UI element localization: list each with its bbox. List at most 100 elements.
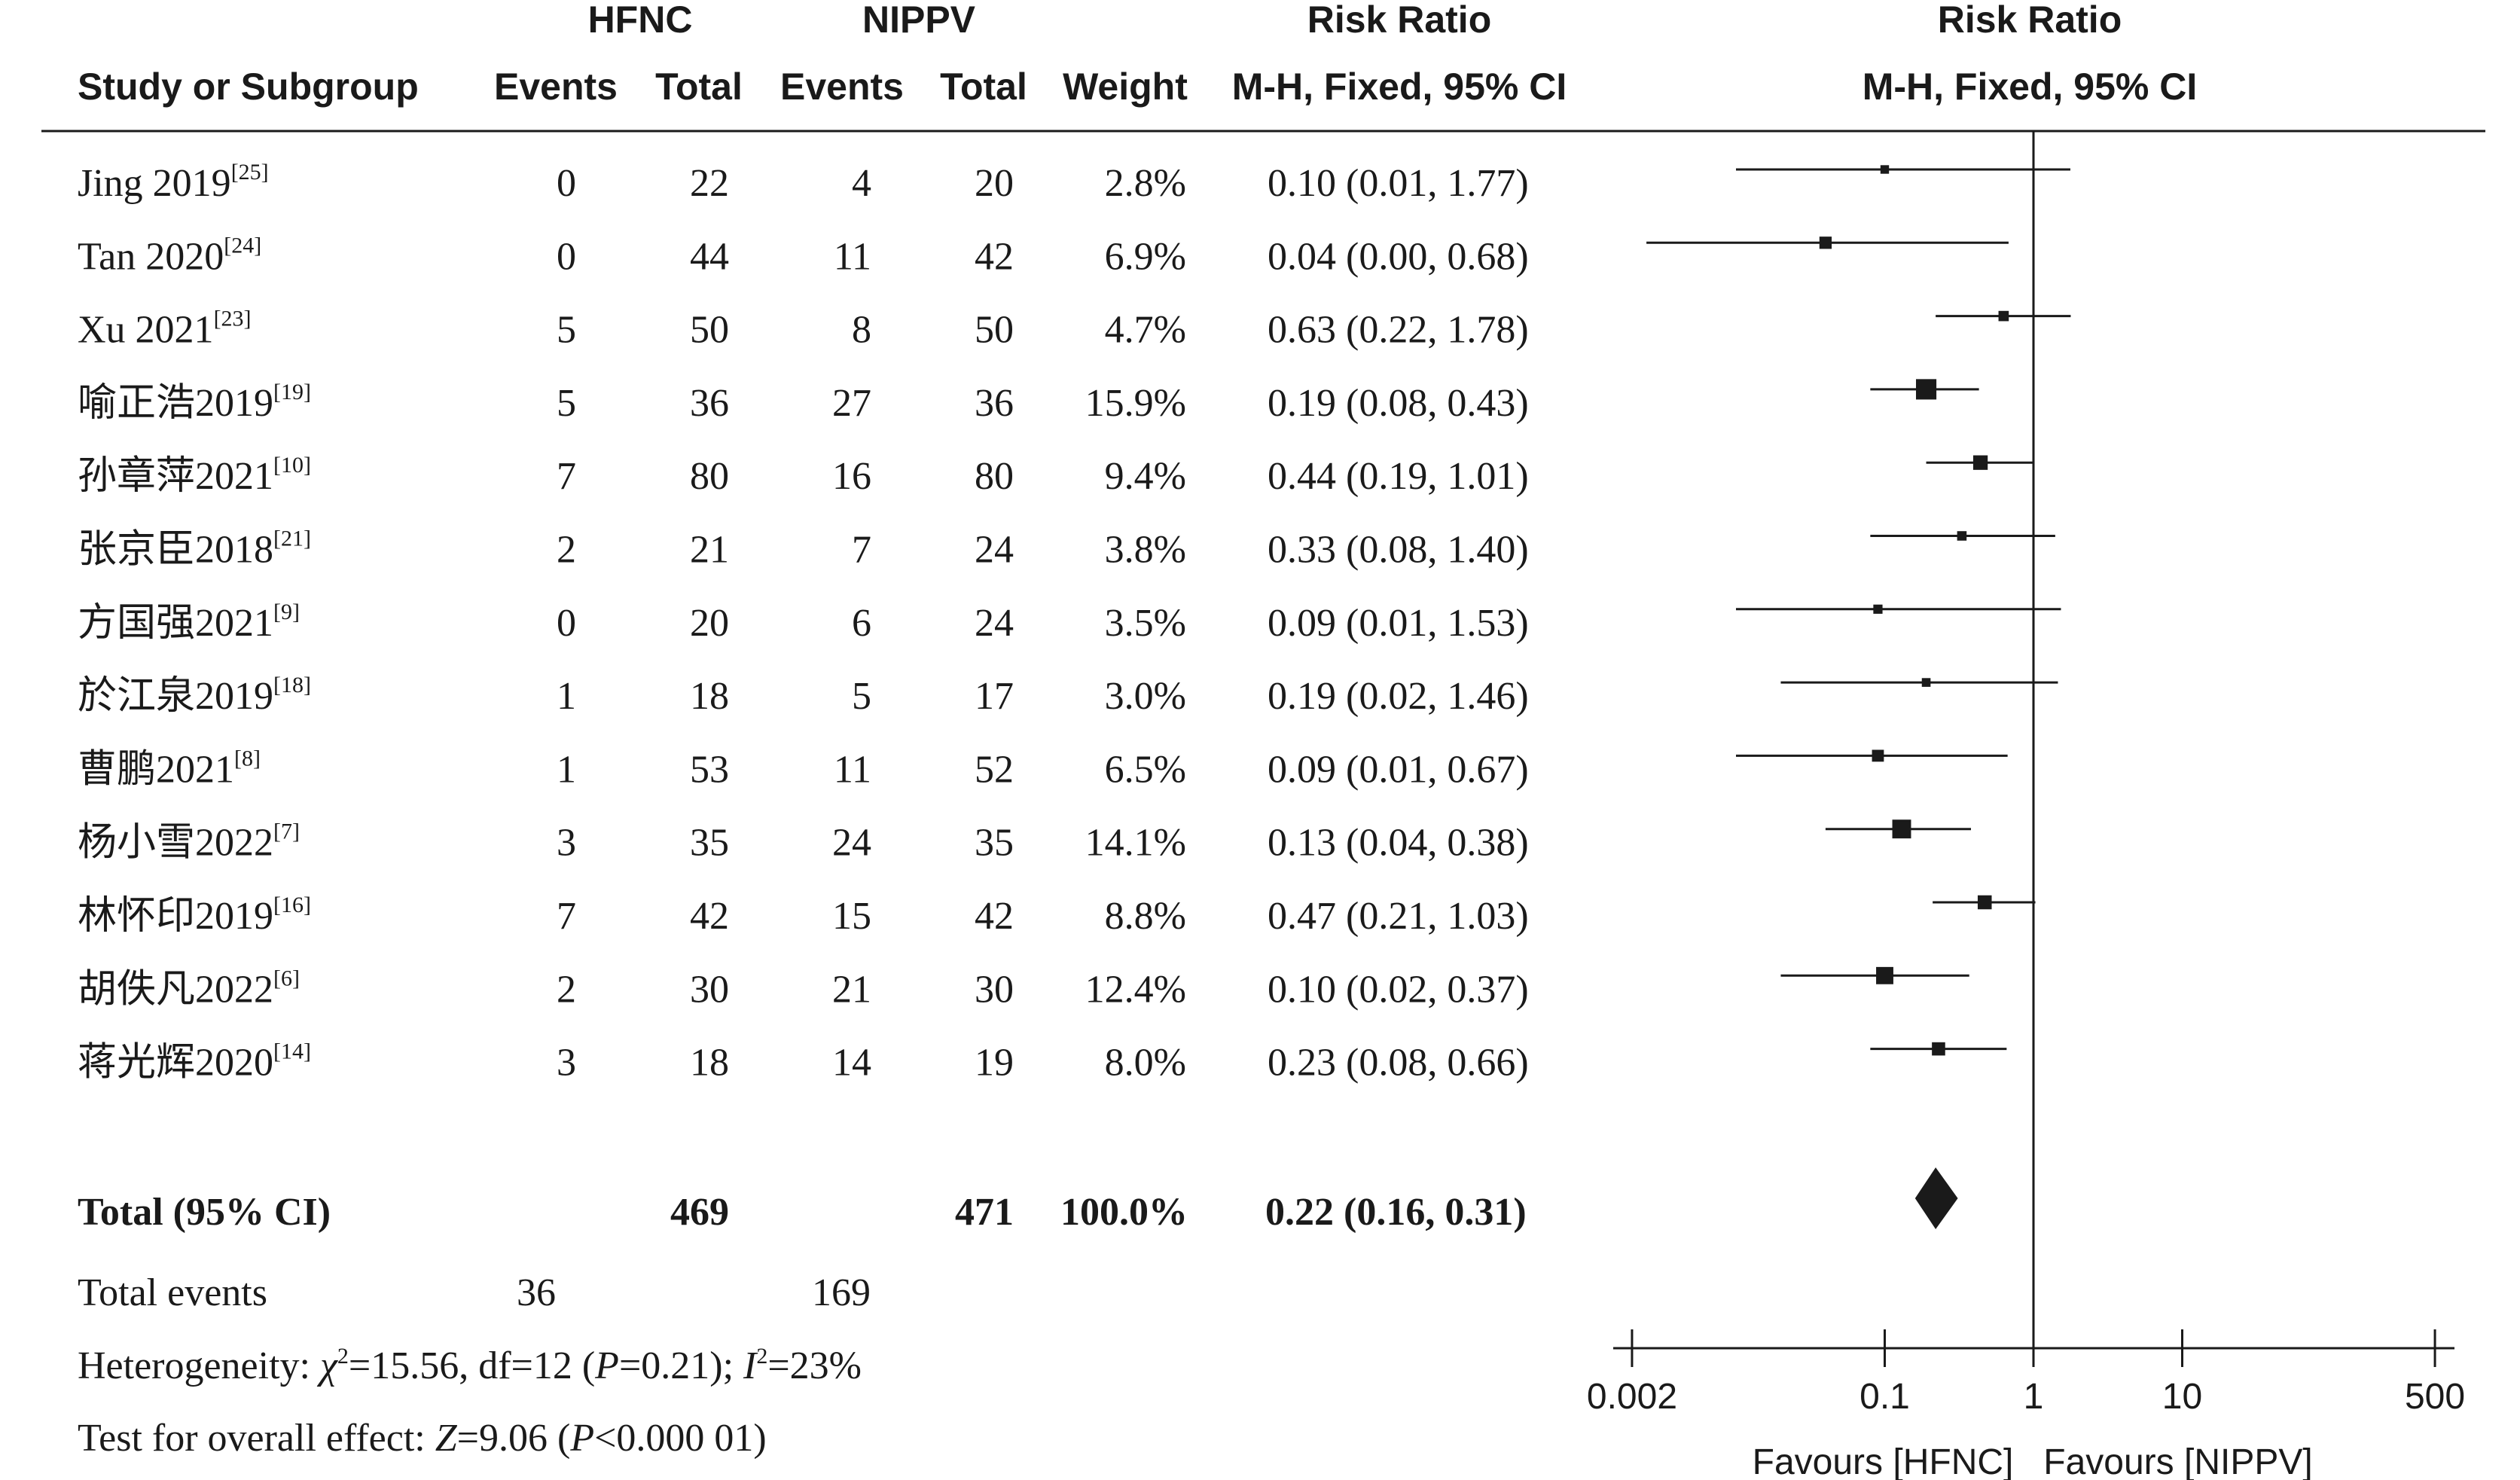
risk-ratio-ci: 0.04 (0.00, 0.68) (1268, 235, 1529, 278)
header-study: Study or Subgroup (78, 66, 419, 108)
study-name: 方国强2021[9] (78, 600, 300, 645)
effect-square (1972, 455, 1988, 470)
events-hfnc: 3 (557, 1042, 576, 1085)
risk-ratio-ci: 0.10 (0.02, 0.37) (1268, 968, 1529, 1011)
study-name: 蒋光辉2020[14] (78, 1039, 311, 1085)
total-events-nippv: 169 (812, 1271, 871, 1314)
events-nippv: 5 (852, 675, 871, 718)
total-hfnc: 469 (670, 1191, 729, 1234)
events-hfnc: 1 (557, 675, 576, 718)
total-events-label: Total events (78, 1271, 267, 1314)
total-nippv: 30 (975, 968, 1014, 1011)
weight: 8.0% (1105, 1042, 1186, 1085)
favours-nippv-label: Favours [NIPPV] (2043, 1442, 2312, 1480)
risk-ratio-ci: 0.19 (0.02, 1.46) (1268, 675, 1529, 718)
events-hfnc: 7 (557, 455, 576, 498)
favours-hfnc-label: Favours [HFNC] (1753, 1442, 2014, 1480)
weight: 12.4% (1085, 968, 1186, 1011)
events-nippv: 11 (834, 748, 871, 791)
total-hfnc: 50 (690, 309, 729, 352)
events-hfnc: 2 (557, 529, 576, 572)
total-nippv: 24 (975, 602, 1014, 645)
risk-ratio-ci: 0.10 (0.01, 1.77) (1268, 162, 1529, 205)
header-risk-ratio: Risk Ratio (1307, 0, 1492, 41)
total-hfnc: 30 (690, 968, 729, 1011)
header-events-hfnc: Events (494, 66, 618, 108)
header-plot-risk-ratio: Risk Ratio (1938, 0, 2122, 41)
study-row: 曹鹏2021[8] 1 53 11 52 6.5% 0.09 (0.01, 0.67) (78, 746, 1529, 791)
events-nippv: 15 (832, 895, 871, 938)
total-label: Total (95% CI) (78, 1191, 331, 1234)
header-plot-method: M-H, Fixed, 95% CI (1863, 66, 2198, 108)
total-nippv: 42 (975, 235, 1014, 278)
risk-ratio-ci: 0.47 (0.21, 1.03) (1268, 895, 1529, 938)
weight: 15.9% (1085, 382, 1186, 425)
total-hfnc: 80 (690, 455, 729, 498)
study-row: Tan 2020[24] 0 44 11 42 6.9% 0.04 (0.00, 0.68) (78, 233, 1529, 278)
header-total-hfnc: Total (655, 66, 743, 108)
study-row: 林怀印2019[16] 7 42 15 42 8.8% 0.47 (0.21, 1.03) (78, 893, 1529, 938)
weight: 3.5% (1105, 602, 1186, 645)
effect-square (1916, 379, 1937, 400)
header-total-nippv: Total (940, 66, 1027, 108)
risk-ratio-ci: 0.09 (0.01, 1.53) (1268, 602, 1529, 645)
study-row: 蒋光辉2020[14] 3 18 14 19 8.0% 0.23 (0.08, 0.66) (78, 1039, 1529, 1085)
overall-effect-text: Test for overall effect: Z=9.06 (P<0.000… (78, 1417, 767, 1460)
weight: 3.8% (1105, 529, 1186, 572)
events-nippv: 7 (852, 529, 871, 572)
events-nippv: 16 (832, 455, 871, 498)
effect-square (1819, 236, 1832, 249)
events-hfnc: 7 (557, 895, 576, 938)
study-row: Xu 2021[23] 5 50 8 50 4.7% 0.63 (0.22, 1.78) (78, 307, 1529, 352)
effect-square (1977, 895, 1992, 910)
effect-square (1998, 310, 2009, 322)
effect-square (1872, 749, 1884, 762)
weight: 6.9% (1105, 235, 1186, 278)
risk-ratio-ci: 0.44 (0.19, 1.01) (1268, 455, 1529, 498)
total-hfnc: 42 (690, 895, 729, 938)
header-hfnc: HFNC (588, 0, 693, 41)
events-hfnc: 0 (557, 602, 576, 645)
heterogeneity-text: Heterogeneity: χ2=15.56, df=12 (P=0.21);… (78, 1344, 862, 1387)
header-events-nippv: Events (780, 66, 904, 108)
study-row: 孙章萍2021[10] 7 80 16 80 9.4% 0.44 (0.19, 1.01) (78, 453, 1529, 498)
study-name: 喻正浩2019[19] (78, 380, 311, 425)
study-row: 胡佚凡2022[6] 2 30 21 30 12.4% 0.10 (0.02, 0.37) (78, 966, 1529, 1011)
x-tick-label: 0.002 (1587, 1377, 1677, 1417)
study-name: 杨小雪2022[7] (78, 819, 300, 865)
total-nippv: 471 (955, 1191, 1014, 1234)
weight: 9.4% (1105, 455, 1186, 498)
risk-ratio-ci: 0.19 (0.08, 0.43) (1268, 382, 1529, 425)
weight: 8.8% (1105, 895, 1186, 938)
events-nippv: 21 (832, 968, 871, 1011)
x-tick-label: 0.1 (1859, 1377, 1910, 1417)
study-row: Jing 2019[25] 0 22 4 20 2.8% 0.10 (0.01, 1.77) (78, 160, 1529, 205)
effect-square (1873, 604, 1883, 614)
total-nippv: 19 (975, 1042, 1014, 1085)
study-name: 孙章萍2021[10] (78, 453, 311, 498)
header-nippv: NIPPV (862, 0, 976, 41)
weight: 14.1% (1085, 822, 1186, 865)
effect-square (1921, 678, 1931, 687)
total-hfnc: 44 (690, 235, 729, 278)
total-hfnc: 21 (690, 529, 729, 572)
study-name: 张京臣2018[21] (78, 526, 311, 572)
x-tick-label: 1 (2024, 1377, 2044, 1417)
total-hfnc: 20 (690, 602, 729, 645)
risk-ratio-ci: 0.23 (0.08, 0.66) (1268, 1042, 1529, 1085)
total-nippv: 24 (975, 529, 1014, 572)
study-name: Jing 2019[25] (78, 160, 269, 205)
events-nippv: 6 (852, 602, 871, 645)
study-row: 张京臣2018[21] 2 21 7 24 3.8% 0.33 (0.08, 1.40) (78, 526, 1529, 572)
total-nippv: 36 (975, 382, 1014, 425)
total-nippv: 42 (975, 895, 1014, 938)
risk-ratio-ci: 0.33 (0.08, 1.40) (1268, 529, 1529, 572)
study-row: 方国强2021[9] 0 20 6 24 3.5% 0.09 (0.01, 1.53) (78, 600, 1529, 645)
study-name: 林怀印2019[16] (78, 893, 311, 938)
total-nippv: 35 (975, 822, 1014, 865)
study-name: 曹鹏2021[8] (78, 746, 261, 791)
events-hfnc: 5 (557, 382, 576, 425)
study-name: 胡佚凡2022[6] (78, 966, 300, 1011)
events-nippv: 8 (852, 309, 871, 352)
